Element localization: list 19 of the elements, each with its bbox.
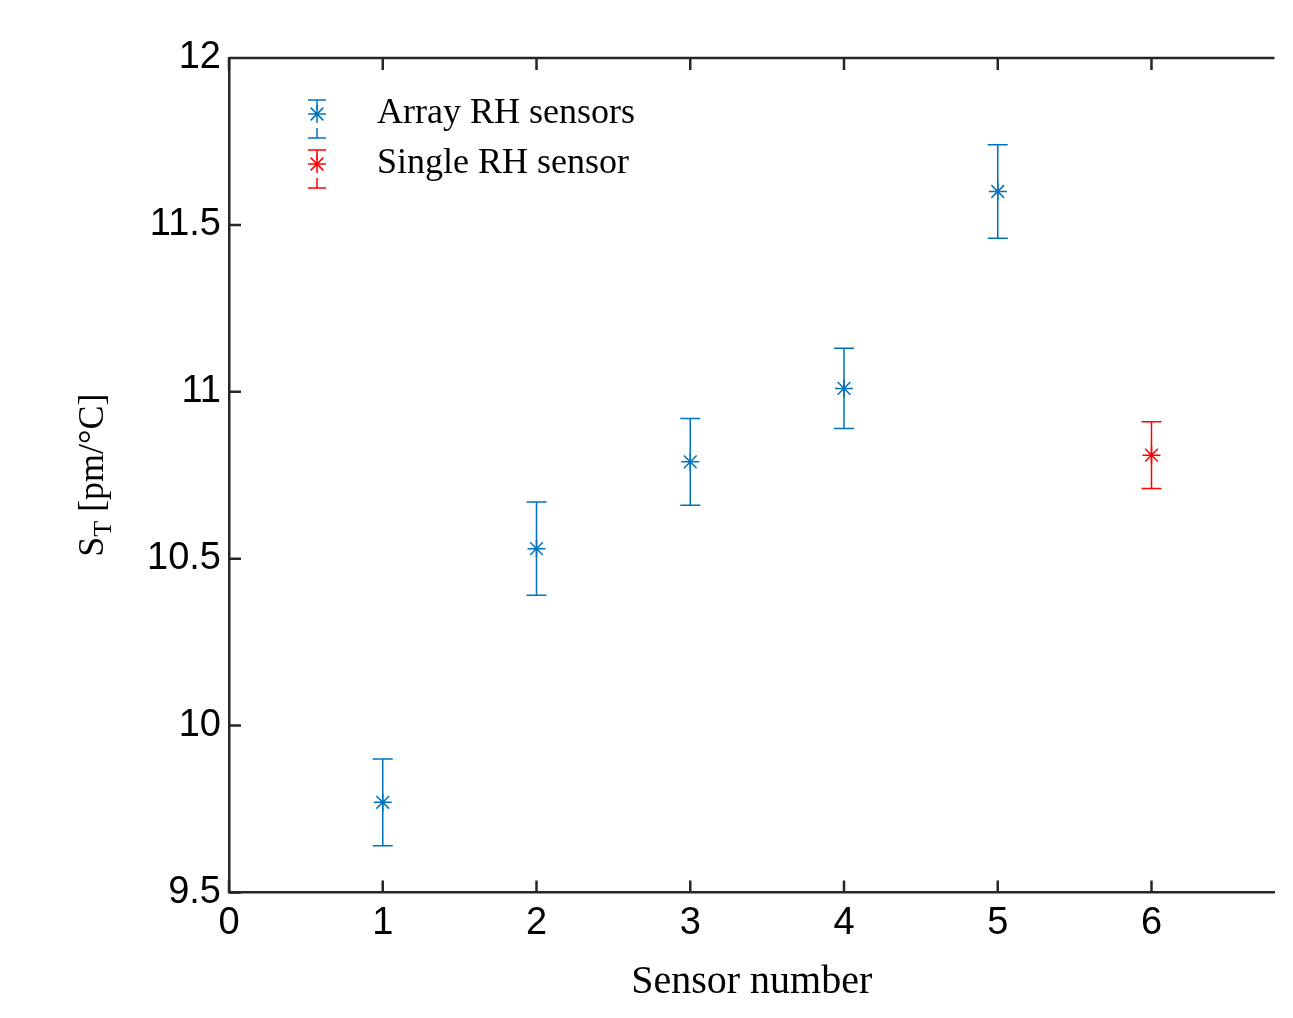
y-tick-label: 11.5	[149, 201, 221, 244]
x-tick-label: 5	[987, 899, 1009, 942]
x-tick-label: 6	[1140, 899, 1163, 942]
x-tick-label: 2	[525, 899, 548, 942]
y-tick-label: 9.5	[168, 868, 221, 911]
x-tick-label: 4	[833, 899, 855, 942]
y-axis-title: ST [pm/°C]	[71, 393, 117, 557]
y-tick-label: 10.5	[147, 535, 221, 578]
legend-label: Array RH sensors	[377, 91, 635, 132]
point	[1141, 445, 1162, 465]
y-tick-label: 10	[178, 702, 221, 744]
x-axis-title: Sensor number	[631, 956, 873, 1002]
point	[680, 452, 700, 472]
legend-label: Single RH sensor	[377, 141, 630, 182]
y-tick-label: 11	[181, 368, 221, 411]
x-tick-label: 1	[372, 899, 394, 942]
x-tick-label: 3	[679, 899, 701, 942]
y-tick-label: 12	[178, 34, 221, 77]
x-tick-label: 0	[218, 899, 240, 942]
